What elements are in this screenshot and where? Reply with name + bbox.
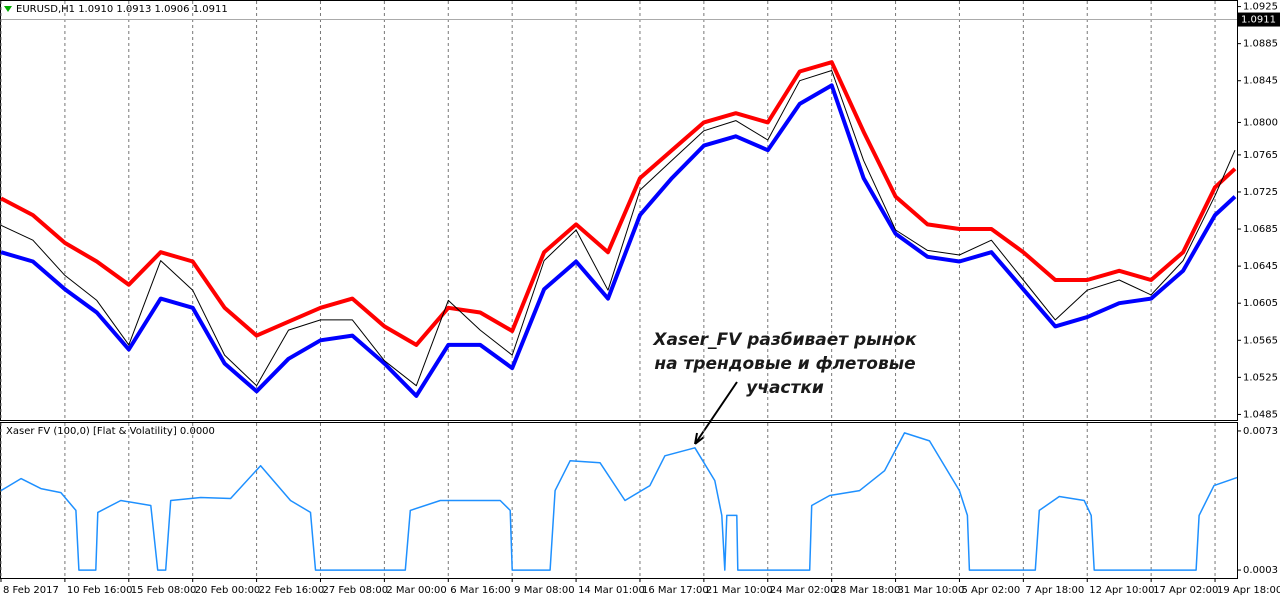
series-line xyxy=(0,83,1237,398)
y-tick-label: 1.0765 xyxy=(1243,150,1278,161)
x-tick-label: 5 Apr 02:00 xyxy=(961,585,1020,596)
x-tick-label: 31 Mar 10:00 xyxy=(898,585,965,596)
y-tick-label: 1.0685 xyxy=(1243,224,1278,235)
x-tick-label: 15 Feb 08:00 xyxy=(131,585,197,596)
current-price-box xyxy=(1238,12,1280,27)
annotation: участки xyxy=(746,378,824,398)
y-tick-label: 1.0645 xyxy=(1243,261,1278,272)
annotation-arrow xyxy=(694,381,738,445)
annotation: Xaser_FV разбивает рынок xyxy=(652,330,917,350)
price-pane xyxy=(0,0,1238,421)
x-tick-label: 24 Mar 02:00 xyxy=(770,585,837,596)
x-tick-label: 7 Apr 18:00 xyxy=(1025,585,1084,596)
x-tick-label: 27 Feb 08:00 xyxy=(322,585,388,596)
header: EURUSD,H1 1.0910 1.0913 1.0906 1.0911 xyxy=(16,4,228,15)
annotation: на трендовые и флетовые xyxy=(654,354,915,374)
x-tick-label: 21 Mar 10:00 xyxy=(706,585,773,596)
indicator-title: Xaser FV (100,0) [Flat & Volatility] 0.0… xyxy=(6,426,215,437)
x-tick-label: 28 Mar 18:00 xyxy=(834,585,901,596)
y-tick-label: 1.0800 xyxy=(1243,117,1278,128)
series-line xyxy=(0,70,1236,387)
x-tick-label: 2 Mar 00:00 xyxy=(386,585,446,596)
y-tick-label: 1.0485 xyxy=(1243,409,1278,420)
y-tick-label: 1.0525 xyxy=(1243,372,1278,383)
x-tick-label: 14 Mar 01:00 xyxy=(578,585,645,596)
y-tick-label: 1.0885 xyxy=(1243,39,1278,50)
header-icon xyxy=(4,6,12,12)
indicator-pane xyxy=(0,422,1238,579)
current-price-label: 1.0911 xyxy=(1241,15,1276,26)
x-tick-label: 10 Feb 16:00 xyxy=(67,585,133,596)
y-tick-label: 1.0845 xyxy=(1243,76,1278,87)
y-tick-label: 0.0073 xyxy=(1243,426,1278,437)
x-tick-label: 19 Apr 18:00 xyxy=(1217,585,1280,596)
x-tick-label: 12 Apr 10:00 xyxy=(1089,585,1154,596)
y-tick-label: 1.0925 xyxy=(1243,2,1278,13)
y-tick-label: 1.0725 xyxy=(1243,187,1278,198)
x-tick-label: 20 Feb 00:00 xyxy=(195,585,261,596)
y-tick-label: 0.0003 xyxy=(1243,565,1278,576)
x-tick-label: 22 Feb 16:00 xyxy=(259,585,325,596)
x-tick-label: 8 Feb 2017 xyxy=(3,585,59,596)
series-line xyxy=(0,432,1238,571)
x-tick-label: 6 Mar 16:00 xyxy=(450,585,510,596)
x-tick-label: 17 Apr 02:00 xyxy=(1153,585,1218,596)
y-tick-label: 1.0605 xyxy=(1243,298,1278,309)
y-tick-label: 1.0565 xyxy=(1243,335,1278,346)
series-line xyxy=(0,60,1237,347)
x-tick-label: 9 Mar 08:00 xyxy=(514,585,574,596)
x-tick-label: 16 Mar 17:00 xyxy=(642,585,709,596)
